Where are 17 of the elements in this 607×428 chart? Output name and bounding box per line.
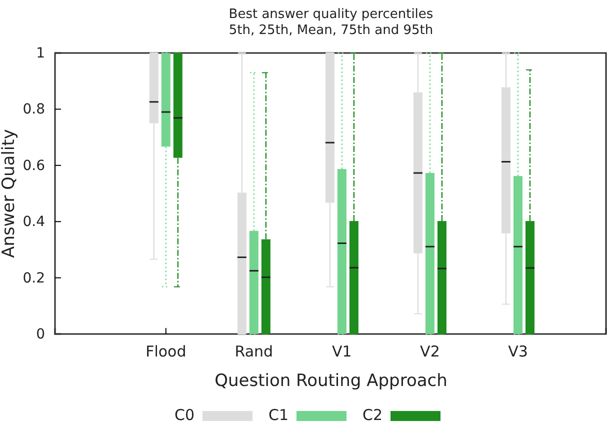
x-tick-label: V2 — [420, 342, 440, 361]
chart-title: Best answer quality percentiles 5th, 25th, Mean, 75th and 95th — [228, 7, 434, 38]
x-tick-label: Flood — [146, 342, 186, 361]
legend-label: C2 — [362, 406, 382, 424]
x-tick-label: V1 — [332, 342, 352, 361]
y-tick-label: 1 — [36, 45, 45, 62]
y-axis-title: Answer Quality — [0, 129, 19, 258]
x-axis-title: Question Routing Approach — [214, 371, 448, 391]
y-tick-label: 0.4 — [22, 214, 46, 230]
y-tick-label: 0.6 — [22, 158, 46, 174]
y-tick-label: 0.8 — [22, 102, 45, 118]
x-tick-label: Rand — [234, 342, 274, 361]
legend-label: C1 — [268, 406, 288, 424]
legend-label: C0 — [174, 406, 194, 424]
y-tick-label: 0.2 — [22, 270, 45, 286]
y-tick-label: 0 — [36, 326, 45, 342]
x-tick-label: V3 — [508, 342, 528, 361]
